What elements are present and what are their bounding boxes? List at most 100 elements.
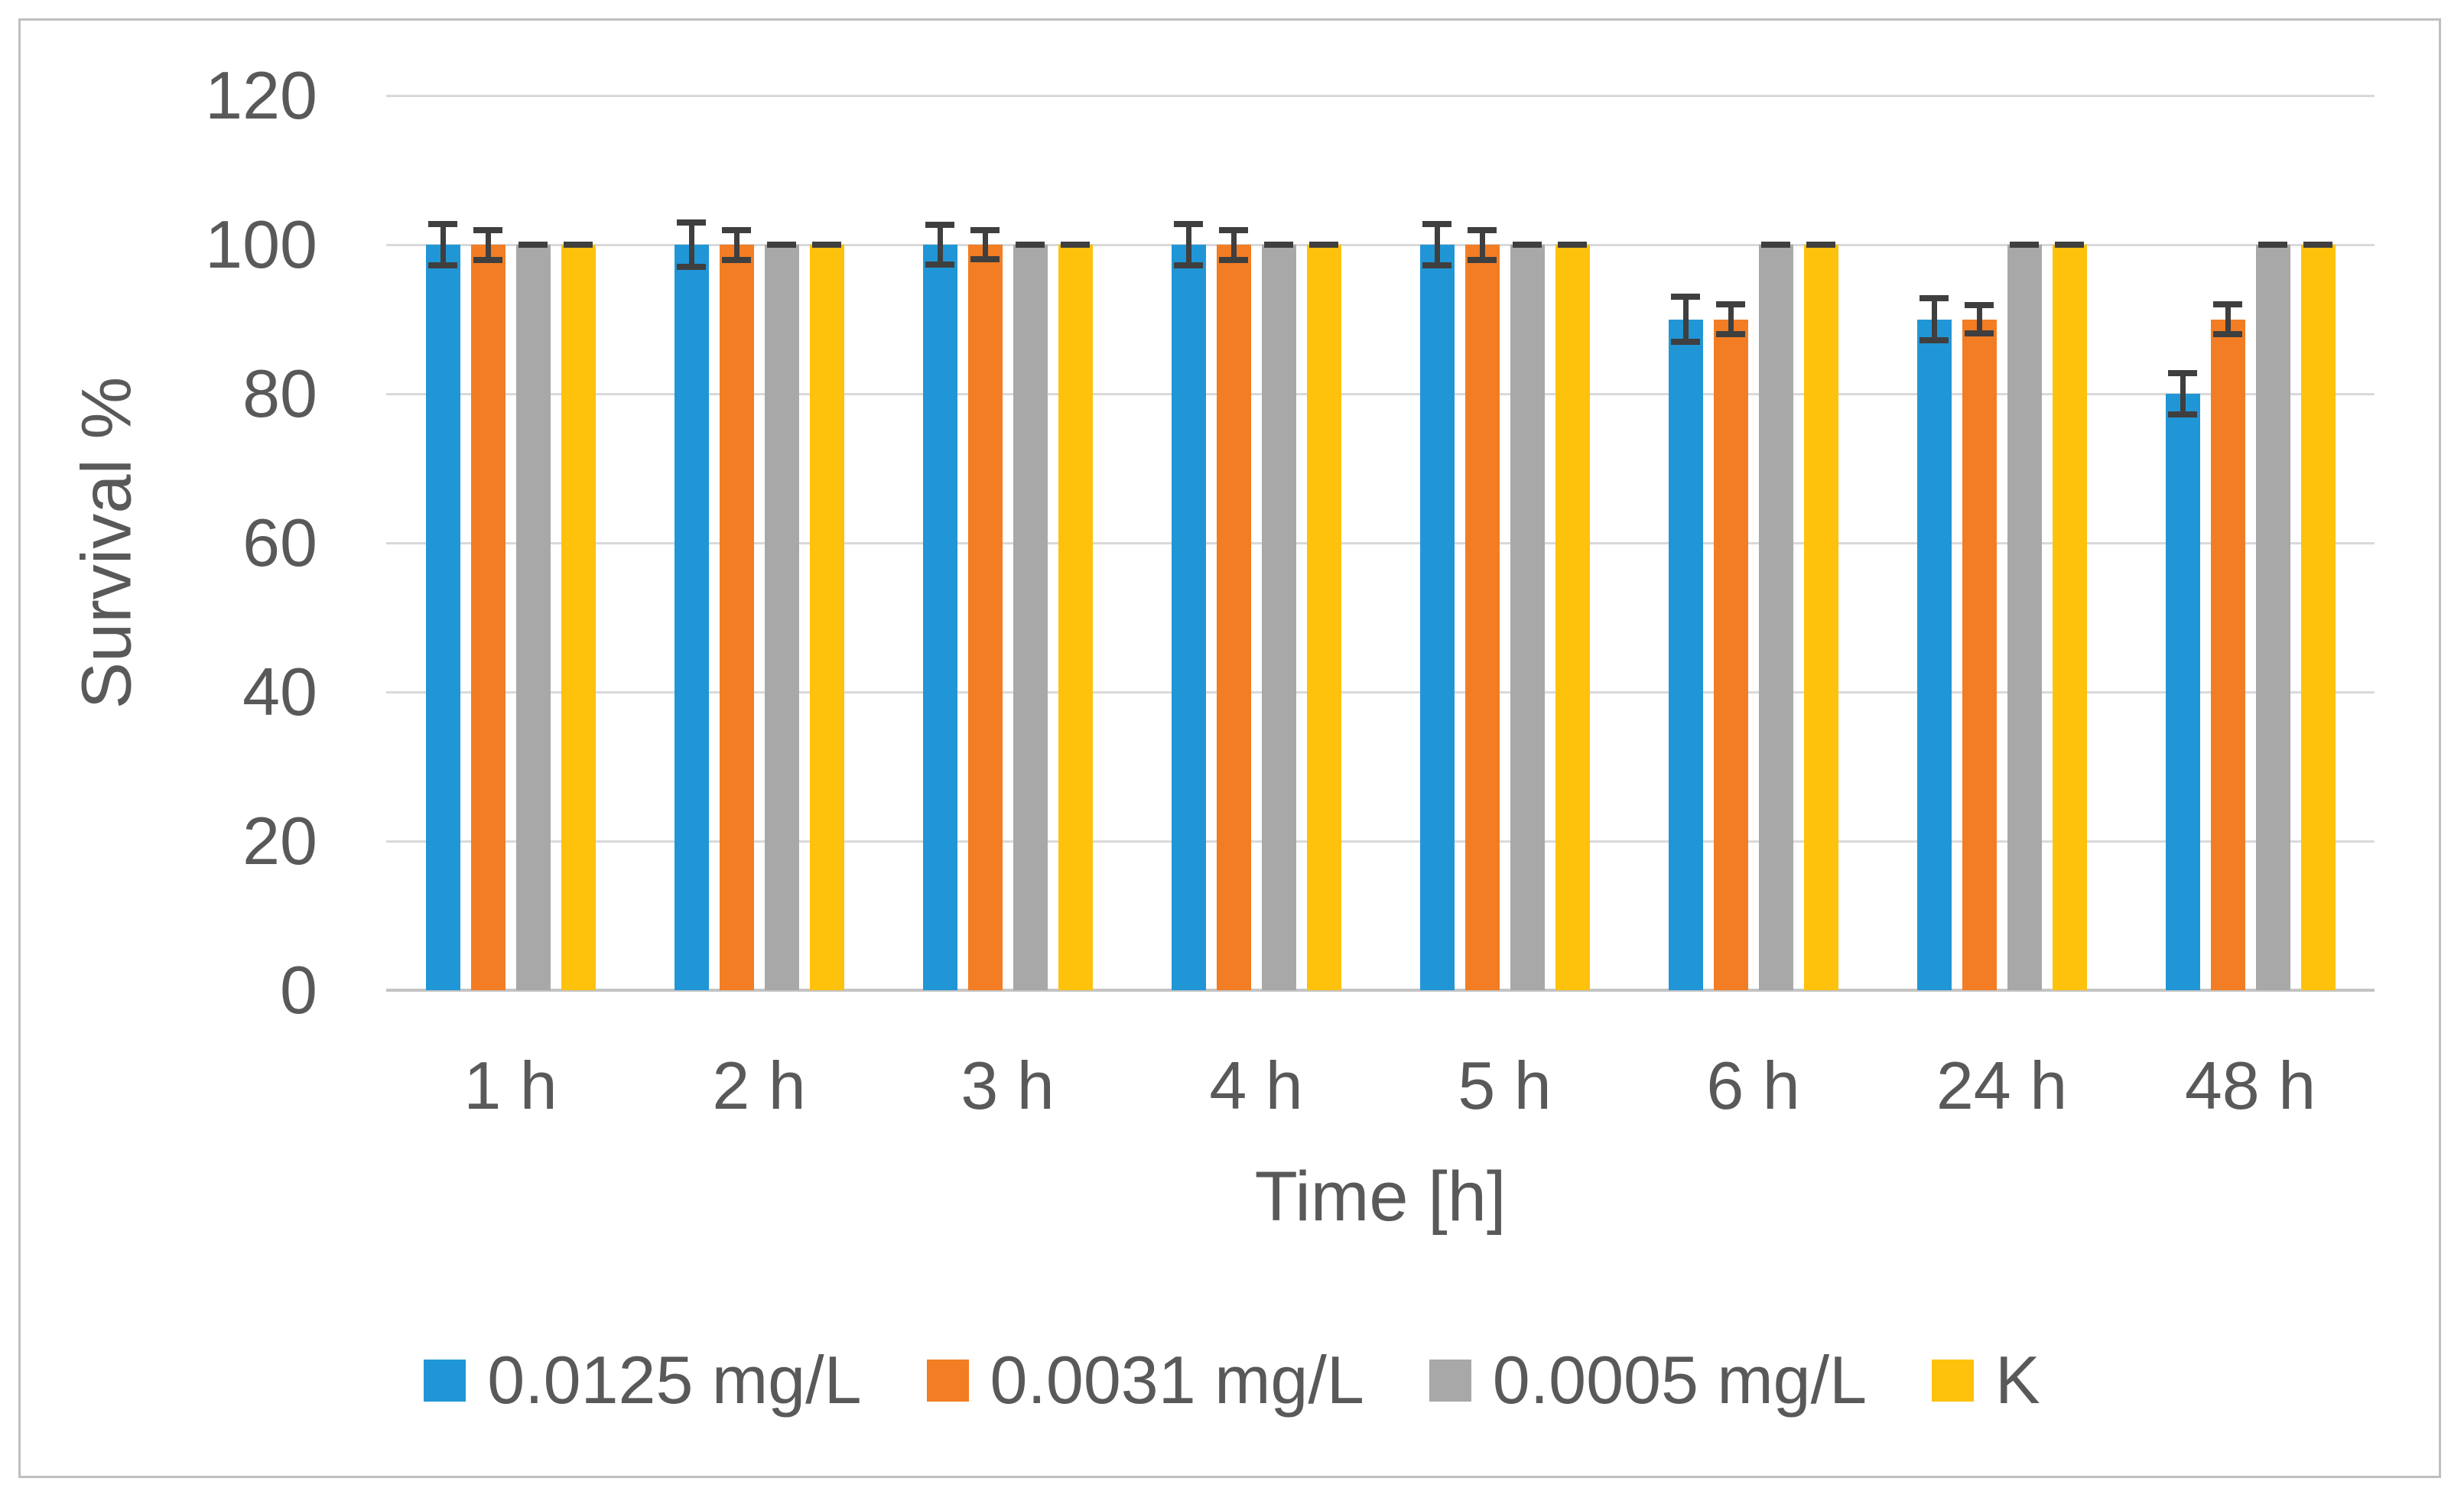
legend-item: 0.0005 mg/L — [1429, 1346, 1867, 1415]
x-axis-line — [386, 989, 2375, 992]
bar — [1171, 245, 1206, 990]
legend-item: 0.0125 mg/L — [424, 1342, 862, 1418]
error-bar-cap — [1219, 256, 1248, 263]
legend-swatch — [1932, 1359, 1975, 1402]
bar — [2052, 245, 2087, 990]
gridline — [386, 392, 2375, 395]
bar — [967, 245, 1003, 990]
error-bar-cap — [1513, 242, 1542, 248]
gridline — [386, 840, 2375, 843]
error-bar-cap — [1671, 338, 1700, 345]
bar — [1216, 245, 1251, 990]
error-bar-cap — [767, 242, 796, 248]
error-bar-cap — [2168, 369, 2197, 376]
error-bar-whisker — [1682, 297, 1689, 342]
error-bar-whisker — [1230, 229, 1237, 260]
bar — [2255, 245, 2290, 990]
chart-border — [18, 18, 2441, 1478]
x-tick-label: 3 h — [961, 1048, 1055, 1123]
bar — [2300, 245, 2336, 990]
bar — [1419, 245, 1455, 990]
error-bar-cap — [677, 264, 706, 271]
error-bar-cap — [564, 242, 593, 248]
error-bar-whisker — [688, 222, 694, 268]
bar — [1464, 245, 1500, 990]
bar — [515, 245, 551, 990]
error-bar-cap — [1174, 262, 1203, 269]
error-bar-cap — [518, 242, 548, 248]
bar — [1668, 319, 1703, 990]
bar — [1058, 245, 1093, 990]
error-bar-cap — [1309, 242, 1338, 248]
error-bar-whisker — [1931, 298, 1937, 340]
error-bar-cap — [925, 221, 954, 228]
legend-swatch — [926, 1359, 969, 1402]
error-bar-cap — [1468, 256, 1497, 263]
error-bar-whisker — [2225, 304, 2231, 334]
gridline — [386, 243, 2375, 246]
error-bar-cap — [1920, 295, 1949, 302]
bar — [674, 245, 709, 990]
error-bar-cap — [1716, 301, 1745, 307]
error-bar-cap — [1468, 226, 1497, 233]
error-bar-whisker — [485, 229, 491, 260]
error-bar-whisker — [937, 224, 943, 265]
bar — [1555, 245, 1590, 990]
error-bar-cap — [1716, 331, 1745, 337]
error-bar-cap — [1061, 242, 1090, 248]
error-bar-cap — [2213, 301, 2242, 307]
bar — [922, 245, 957, 990]
x-tick-label: 6 h — [1706, 1048, 1800, 1123]
error-bar-cap — [677, 219, 706, 226]
y-tick-label: 40 — [242, 654, 317, 729]
legend: 0.0125 mg/L 0.0031 mg/L 0.0005 mg/L K — [0, 1346, 2464, 1415]
bar — [1916, 319, 1952, 990]
error-bar-cap — [473, 256, 502, 263]
bar — [1261, 245, 1296, 990]
x-tick-label: 5 h — [1458, 1048, 1552, 1123]
x-tick-label: 2 h — [712, 1048, 806, 1123]
bar — [561, 245, 596, 990]
error-bar-whisker — [733, 229, 740, 260]
bar — [2165, 394, 2200, 990]
error-bar-cap — [1965, 301, 1994, 308]
error-bar-cap — [428, 262, 457, 269]
error-bar-cap — [1965, 330, 1994, 337]
legend-label: 0.0005 mg/L — [1492, 1342, 1868, 1418]
error-bar-cap — [970, 227, 1000, 234]
error-bar-cap — [2168, 411, 2197, 418]
bar — [1306, 245, 1341, 990]
bar — [425, 245, 460, 990]
error-bar-cap — [1016, 242, 1045, 248]
y-tick-label: 0 — [280, 952, 317, 1028]
gridline — [386, 690, 2375, 694]
error-bar-whisker — [1479, 229, 1485, 260]
error-bar-cap — [1671, 294, 1700, 301]
y-tick-label: 80 — [242, 356, 317, 431]
legend-label: 0.0125 mg/L — [487, 1342, 862, 1418]
legend-item: K — [1932, 1346, 2040, 1415]
error-bar-cap — [1920, 336, 1949, 343]
error-bar-cap — [970, 255, 1000, 262]
y-tick-label: 20 — [242, 803, 317, 879]
error-bar-whisker — [1434, 223, 1440, 266]
error-bar-whisker — [1728, 304, 1734, 334]
error-bar-cap — [2055, 242, 2084, 248]
error-bar-cap — [722, 226, 751, 233]
bar — [719, 245, 754, 990]
error-bar-cap — [812, 242, 841, 248]
bar — [809, 245, 844, 990]
error-bar-cap — [722, 256, 751, 263]
legend-label: K — [1995, 1342, 2040, 1418]
error-bar-cap — [2258, 242, 2287, 248]
error-bar-cap — [1806, 242, 1835, 248]
error-bar-whisker — [440, 223, 446, 266]
bar — [2210, 319, 2245, 990]
legend-item: 0.0031 mg/L — [926, 1346, 1364, 1415]
x-tick-label: 24 h — [1936, 1048, 2068, 1123]
bar — [1962, 319, 1997, 990]
error-bar-cap — [1422, 262, 1451, 269]
gridline — [386, 541, 2375, 544]
legend-swatch — [1429, 1359, 1471, 1402]
